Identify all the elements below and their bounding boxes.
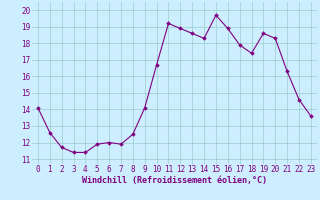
X-axis label: Windchill (Refroidissement éolien,°C): Windchill (Refroidissement éolien,°C) bbox=[82, 176, 267, 185]
